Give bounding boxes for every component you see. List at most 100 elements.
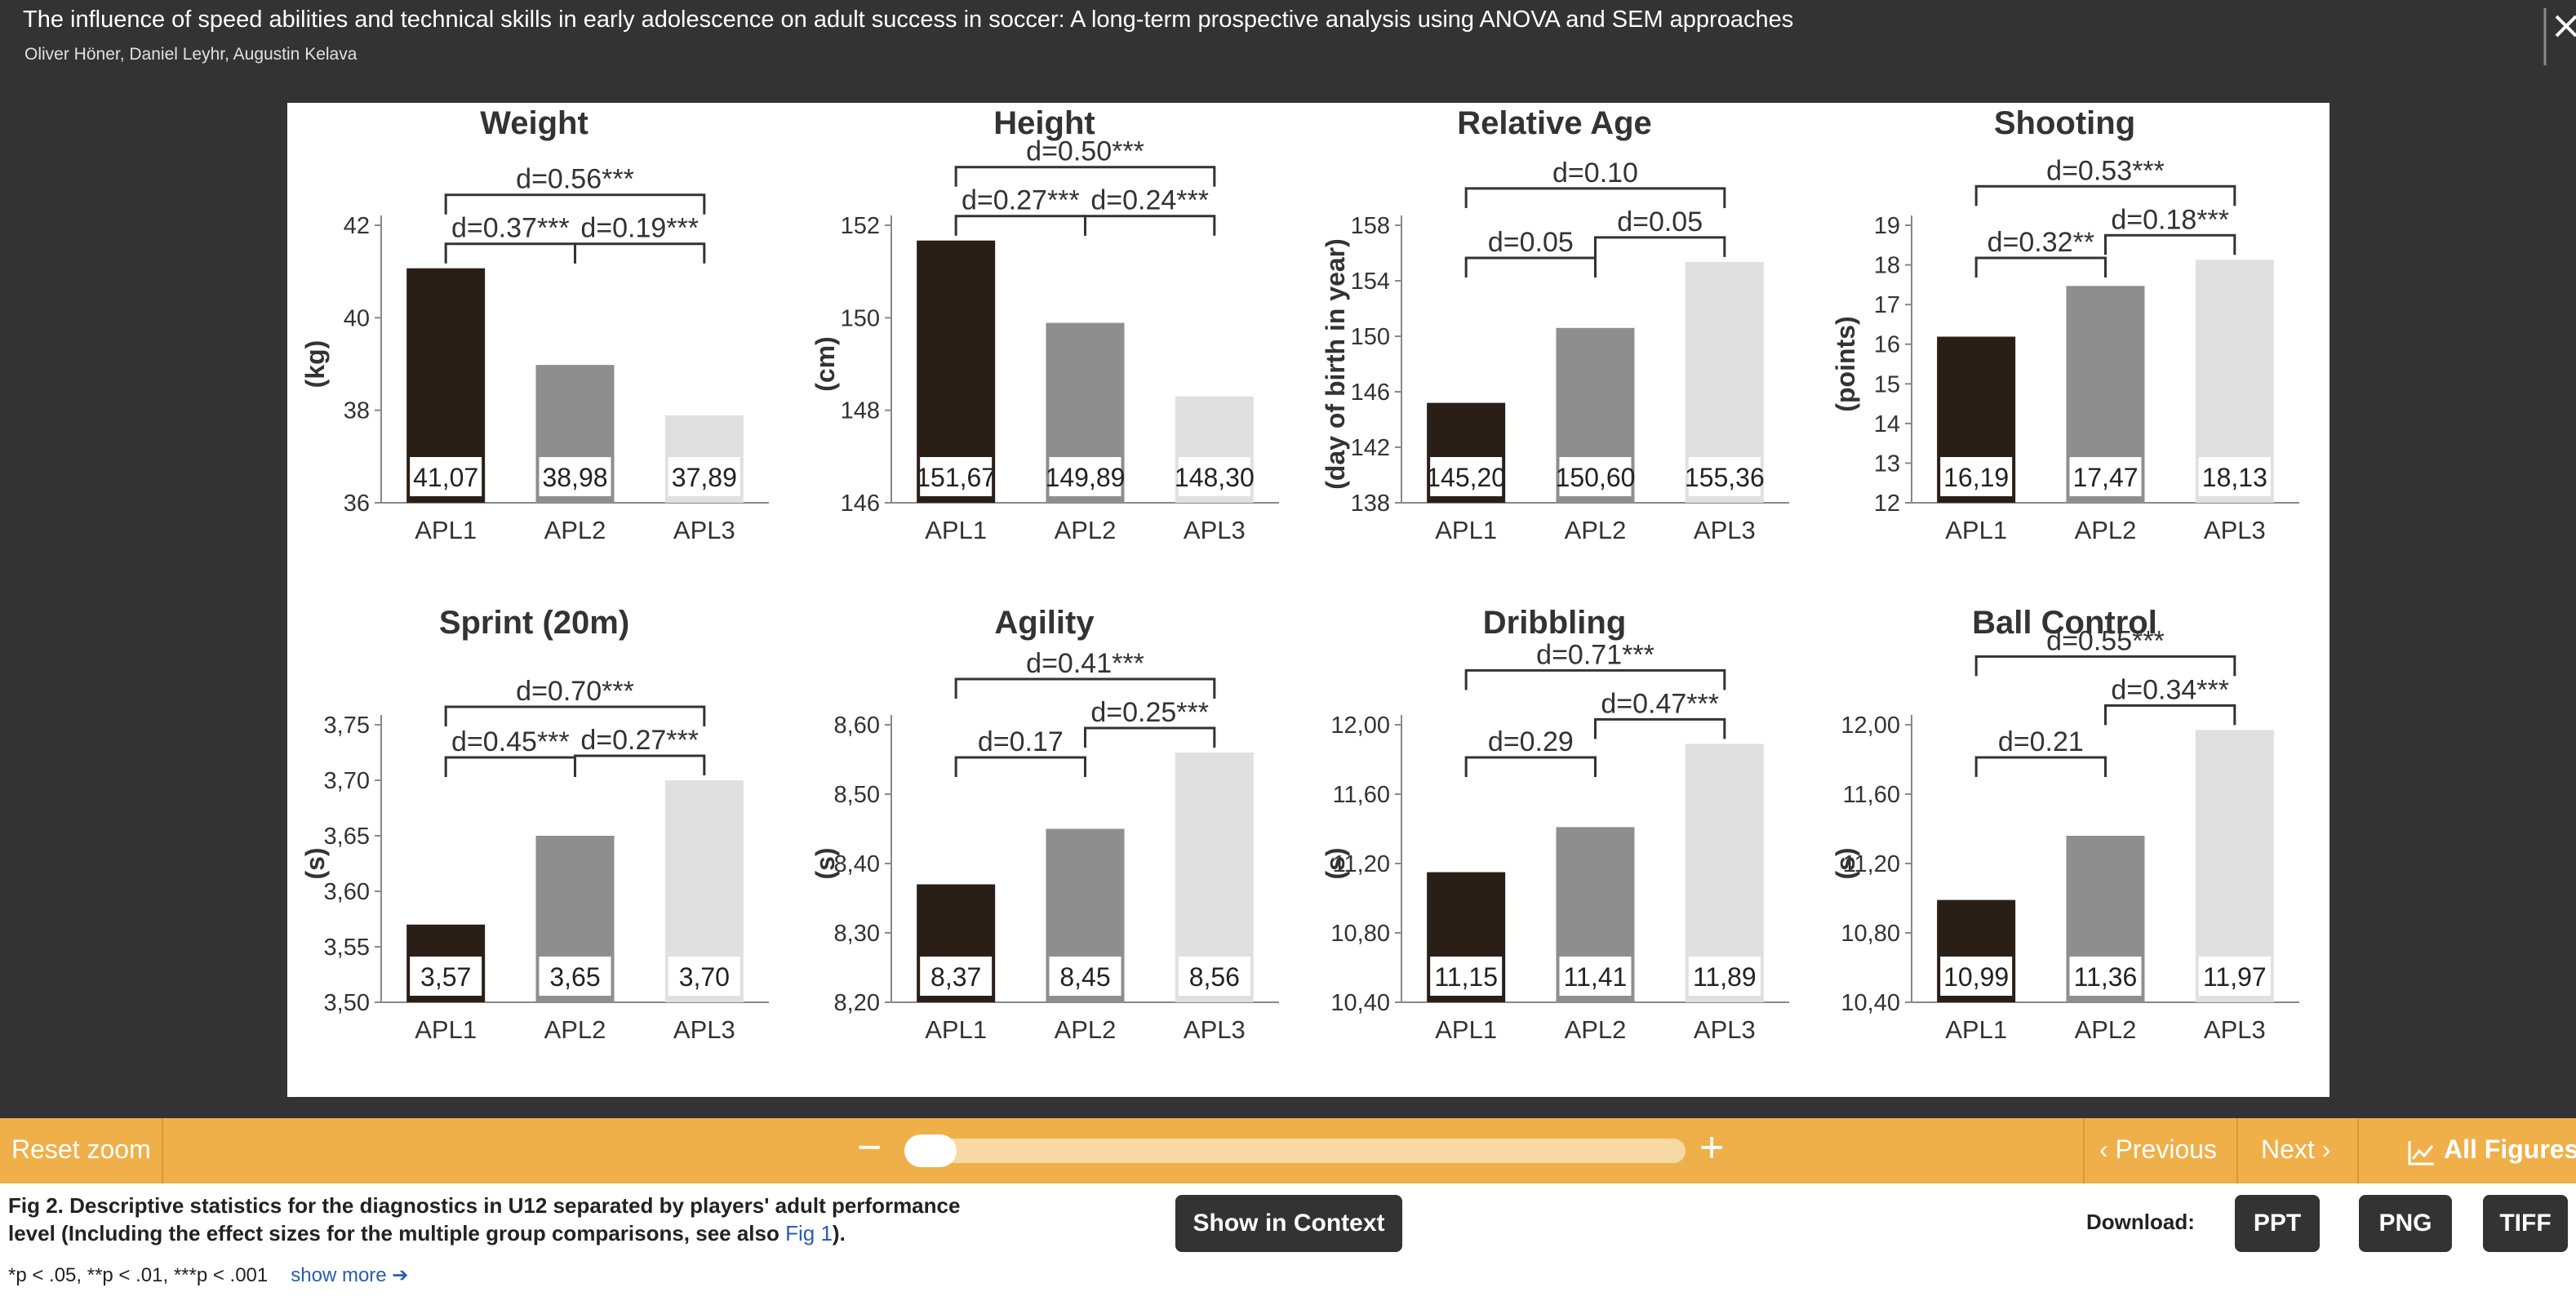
value-label: 151,67 <box>916 463 996 492</box>
effect-bracket <box>954 166 1216 187</box>
download-ppt-button[interactable]: PPT <box>2235 1195 2320 1252</box>
y-tick-label: 15 <box>1874 371 1900 397</box>
y-tick-label: 152 <box>841 213 880 239</box>
zoom-slider-track[interactable] <box>906 1139 1686 1163</box>
effect-size-label: d=0.17 <box>978 726 1064 757</box>
article-authors: Oliver Höner, Daniel Leyhr, Augustin Kel… <box>24 45 358 64</box>
y-tick-label: 3,50 <box>324 990 370 1016</box>
y-tick-label: 142 <box>1351 435 1390 461</box>
x-tick-label: APL2 <box>544 516 606 544</box>
effect-bracket <box>1464 668 1726 690</box>
y-axis-label: (s) <box>300 847 330 879</box>
x-tick-label: APL2 <box>2075 1015 2137 1044</box>
article-title: The influence of speed abilities and tec… <box>23 7 1794 33</box>
toolbar-divider <box>162 1118 163 1183</box>
y-tick-label: 150 <box>1351 324 1390 350</box>
effect-size-label: d=0.34*** <box>2111 674 2229 705</box>
value-label-box <box>1430 957 1503 996</box>
x-tick-label: APL1 <box>1945 516 2007 544</box>
reset-zoom-button[interactable]: Reset zoom <box>11 1134 151 1164</box>
effect-bracket <box>1974 256 2107 278</box>
effect-size-label: d=0.05 <box>1488 227 1574 258</box>
y-tick-label: 42 <box>344 213 370 239</box>
fig1-link[interactable]: Fig 1 <box>785 1221 833 1245</box>
zoom-out-button[interactable]: − <box>857 1124 882 1171</box>
caption-bar: Fig 2. Descriptive statistics for the di… <box>0 1183 2576 1301</box>
chart-title: Agility <box>994 605 1095 641</box>
value-label: 149,89 <box>1046 463 1126 492</box>
y-axis-label: (s) <box>811 847 840 879</box>
y-axis-label: (kg) <box>300 340 330 389</box>
y-tick-label: 16 <box>1874 332 1900 358</box>
figure-charts: Weight (kg) 36 38 40 42 41,07 APL1 38,98 APL2 37,8… <box>300 105 2299 1044</box>
x-tick-label: APL1 <box>415 516 477 544</box>
figure-caption: Fig 2. Descriptive statistics for the di… <box>8 1192 988 1247</box>
value-label-box <box>2069 957 2142 996</box>
effect-size-label: d=0.10 <box>1552 158 1638 189</box>
effect-bracket <box>1084 726 1216 748</box>
value-label-box <box>1049 457 1121 496</box>
effect-size-label: d=0.29 <box>1488 726 1574 757</box>
y-tick-label: 8,30 <box>834 921 880 947</box>
value-label: 3,70 <box>679 962 730 992</box>
value-label-box <box>410 457 482 496</box>
value-label-box <box>1559 957 1632 996</box>
value-label-box <box>1940 957 2013 996</box>
y-tick-label: 158 <box>1351 213 1390 239</box>
effect-size-label: d=0.24*** <box>1090 185 1209 216</box>
value-label: 11,36 <box>2074 962 2138 992</box>
all-figures-button[interactable]: All Figures <box>2444 1134 2576 1164</box>
effect-bracket <box>444 756 576 777</box>
effect-size-label: d=0.47*** <box>1601 688 1719 719</box>
zoom-slider-thumb[interactable] <box>904 1134 957 1167</box>
effect-size-label: d=0.19*** <box>580 213 699 244</box>
x-tick-label: APL3 <box>2204 1015 2266 1044</box>
y-tick-label: 10,80 <box>1841 921 1900 947</box>
chart-title: Weight <box>480 105 588 141</box>
value-label-box <box>1559 457 1632 496</box>
x-tick-label: APL3 <box>1184 1015 1246 1044</box>
effect-size-label: d=0.70*** <box>516 676 634 707</box>
chart-title: Shooting <box>1994 105 2135 141</box>
value-label: 8,45 <box>1059 962 1110 992</box>
x-tick-label: APL1 <box>1435 516 1497 544</box>
y-tick-label: 8,20 <box>834 990 880 1016</box>
download-png-button[interactable]: PNG <box>2359 1195 2452 1252</box>
y-tick-label: 10,40 <box>1330 990 1390 1016</box>
value-label: 16,19 <box>1943 463 2009 492</box>
next-button[interactable]: Next › <box>2261 1134 2331 1164</box>
y-axis-label: (s) <box>1831 847 1860 879</box>
y-tick-label: 12,00 <box>1841 713 1900 739</box>
show-in-context-button[interactable]: Show in Context <box>1175 1195 1402 1252</box>
show-more-link[interactable]: show more ➔ <box>291 1264 409 1286</box>
value-label: 3,57 <box>420 962 471 992</box>
toolbar-divider <box>2236 1118 2238 1183</box>
value-label: 150,60 <box>1556 463 1636 492</box>
zoom-in-button[interactable]: + <box>1699 1124 1725 1171</box>
y-tick-label: 138 <box>1351 491 1390 517</box>
effect-size-label: d=0.21 <box>1998 726 2084 757</box>
effect-bracket <box>574 754 706 775</box>
chart-title: Dribbling <box>1483 605 1627 641</box>
effect-bracket <box>1974 756 2107 777</box>
x-tick-label: APL2 <box>2075 516 2137 544</box>
y-tick-label: 11,60 <box>1333 782 1390 808</box>
value-label-box <box>1178 957 1250 996</box>
close-icon[interactable] <box>2540 0 2576 73</box>
figure-image[interactable]: Weight (kg) 36 38 40 42 41,07 APL1 38,98 APL2 37,8… <box>287 103 2330 1097</box>
value-label-box <box>1430 457 1503 496</box>
previous-button[interactable]: ‹ Previous <box>2099 1134 2218 1164</box>
y-tick-label: 12,00 <box>1330 713 1390 739</box>
download-tiff-button[interactable]: TIFF <box>2483 1195 2568 1252</box>
y-tick-label: 11,20 <box>1843 851 1900 877</box>
effect-bracket <box>1084 215 1216 236</box>
value-label-box <box>410 957 482 996</box>
value-label: 18,13 <box>2202 463 2267 492</box>
value-label-box <box>920 957 993 996</box>
y-tick-label: 40 <box>344 305 370 331</box>
y-tick-label: 3,75 <box>324 713 370 739</box>
effect-bracket <box>1464 756 1597 777</box>
effect-bracket <box>954 215 1086 236</box>
x-tick-label: APL3 <box>673 516 735 544</box>
value-label: 17,47 <box>2072 463 2138 492</box>
